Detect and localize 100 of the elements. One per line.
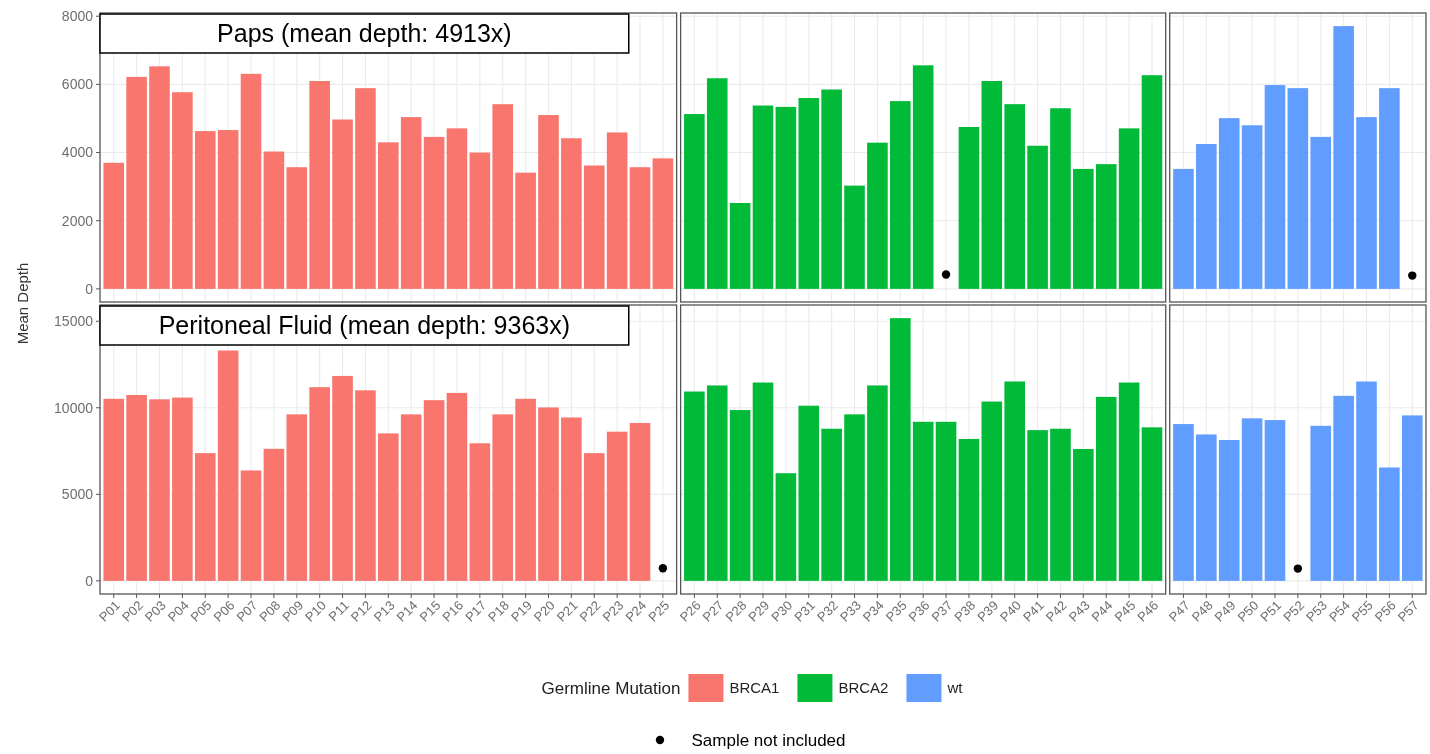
bar <box>1333 395 1354 581</box>
bar <box>1401 415 1423 581</box>
bar <box>1379 467 1400 581</box>
bar <box>935 421 957 581</box>
x-tick-label: P46 <box>1134 597 1162 625</box>
bar <box>286 167 308 289</box>
bar <box>821 89 842 289</box>
bar <box>981 80 1003 289</box>
y-tick-label: 5000 <box>61 486 94 503</box>
bar <box>606 431 628 581</box>
y-tick-label: 4000 <box>61 144 94 161</box>
bar <box>1218 118 1240 289</box>
bar <box>1073 168 1094 289</box>
bar <box>752 382 774 581</box>
bar <box>867 142 888 289</box>
bar <box>423 400 445 581</box>
bar <box>1050 428 1071 581</box>
bar <box>103 162 125 289</box>
y-tick-label: 10000 <box>54 399 94 416</box>
bar <box>958 438 980 581</box>
bar <box>775 473 797 581</box>
bar <box>1004 104 1025 289</box>
bar <box>1264 85 1286 289</box>
bar <box>1095 396 1117 581</box>
y-tick-label: 15000 <box>54 313 94 330</box>
y-tick-label: 0 <box>85 280 94 297</box>
legend-title: Germline Mutation <box>541 678 681 698</box>
legend-label: BRCA1 <box>729 679 780 697</box>
y-axis-title: Mean Depth <box>14 262 31 345</box>
bar <box>1241 125 1263 289</box>
bar <box>149 399 170 581</box>
bar <box>378 433 399 581</box>
bar <box>890 101 911 289</box>
bar <box>217 350 239 581</box>
bar <box>1073 448 1094 581</box>
bar <box>446 392 468 581</box>
bar <box>1356 381 1377 581</box>
bar <box>446 128 468 289</box>
bar <box>194 453 216 581</box>
bar <box>1241 418 1263 581</box>
bar <box>263 448 285 581</box>
bar <box>1196 144 1217 289</box>
bar <box>309 387 330 581</box>
bar <box>1310 136 1332 289</box>
bar <box>1356 117 1377 289</box>
bar <box>172 92 193 289</box>
bar <box>706 78 728 289</box>
bar <box>538 115 559 289</box>
y-tick-label: 2000 <box>61 212 94 229</box>
bar <box>867 385 888 581</box>
bar <box>286 414 308 581</box>
bar <box>1379 88 1400 289</box>
bar <box>1050 108 1071 289</box>
bar <box>798 405 820 581</box>
bar <box>583 165 605 289</box>
bar <box>1027 430 1048 581</box>
bar <box>890 318 911 581</box>
bar <box>1333 26 1354 289</box>
bar <box>1310 425 1332 581</box>
bar <box>561 417 582 581</box>
bar <box>126 76 147 289</box>
bar <box>629 423 651 581</box>
bar <box>821 428 842 581</box>
legend-label: wt <box>946 679 964 697</box>
bar <box>1141 427 1163 581</box>
bar <box>1095 164 1117 289</box>
bar <box>798 98 820 289</box>
bar <box>652 158 674 289</box>
bar <box>958 127 980 289</box>
bar <box>1264 420 1286 581</box>
bar <box>240 470 262 581</box>
bar <box>194 131 216 289</box>
bar <box>492 414 514 581</box>
bar <box>492 104 514 289</box>
bar <box>469 443 491 581</box>
bar <box>1141 75 1163 289</box>
x-tick-label: P20 <box>530 597 558 625</box>
bar <box>1196 434 1217 581</box>
bar <box>684 391 705 581</box>
bar <box>538 407 559 581</box>
chart-title: Peritoneal Fluid (mean depth: 9363x) <box>158 311 571 339</box>
bar <box>355 88 376 289</box>
bar <box>775 106 797 289</box>
bar <box>729 203 751 289</box>
bar <box>1004 381 1025 581</box>
bar <box>263 151 285 289</box>
y-tick-label: 6000 <box>61 76 94 93</box>
bar <box>706 385 728 581</box>
bar <box>103 398 125 581</box>
x-tick-label: P32 <box>814 597 841 625</box>
bar <box>217 130 239 289</box>
bar <box>240 73 262 289</box>
bar <box>1118 382 1140 581</box>
bar <box>1218 439 1240 581</box>
bar <box>606 132 628 289</box>
bar <box>469 152 491 289</box>
x-tick-label: P25 <box>645 597 673 625</box>
bar <box>729 410 751 581</box>
y-tick-label: 0 <box>85 572 94 589</box>
bar <box>309 80 330 289</box>
